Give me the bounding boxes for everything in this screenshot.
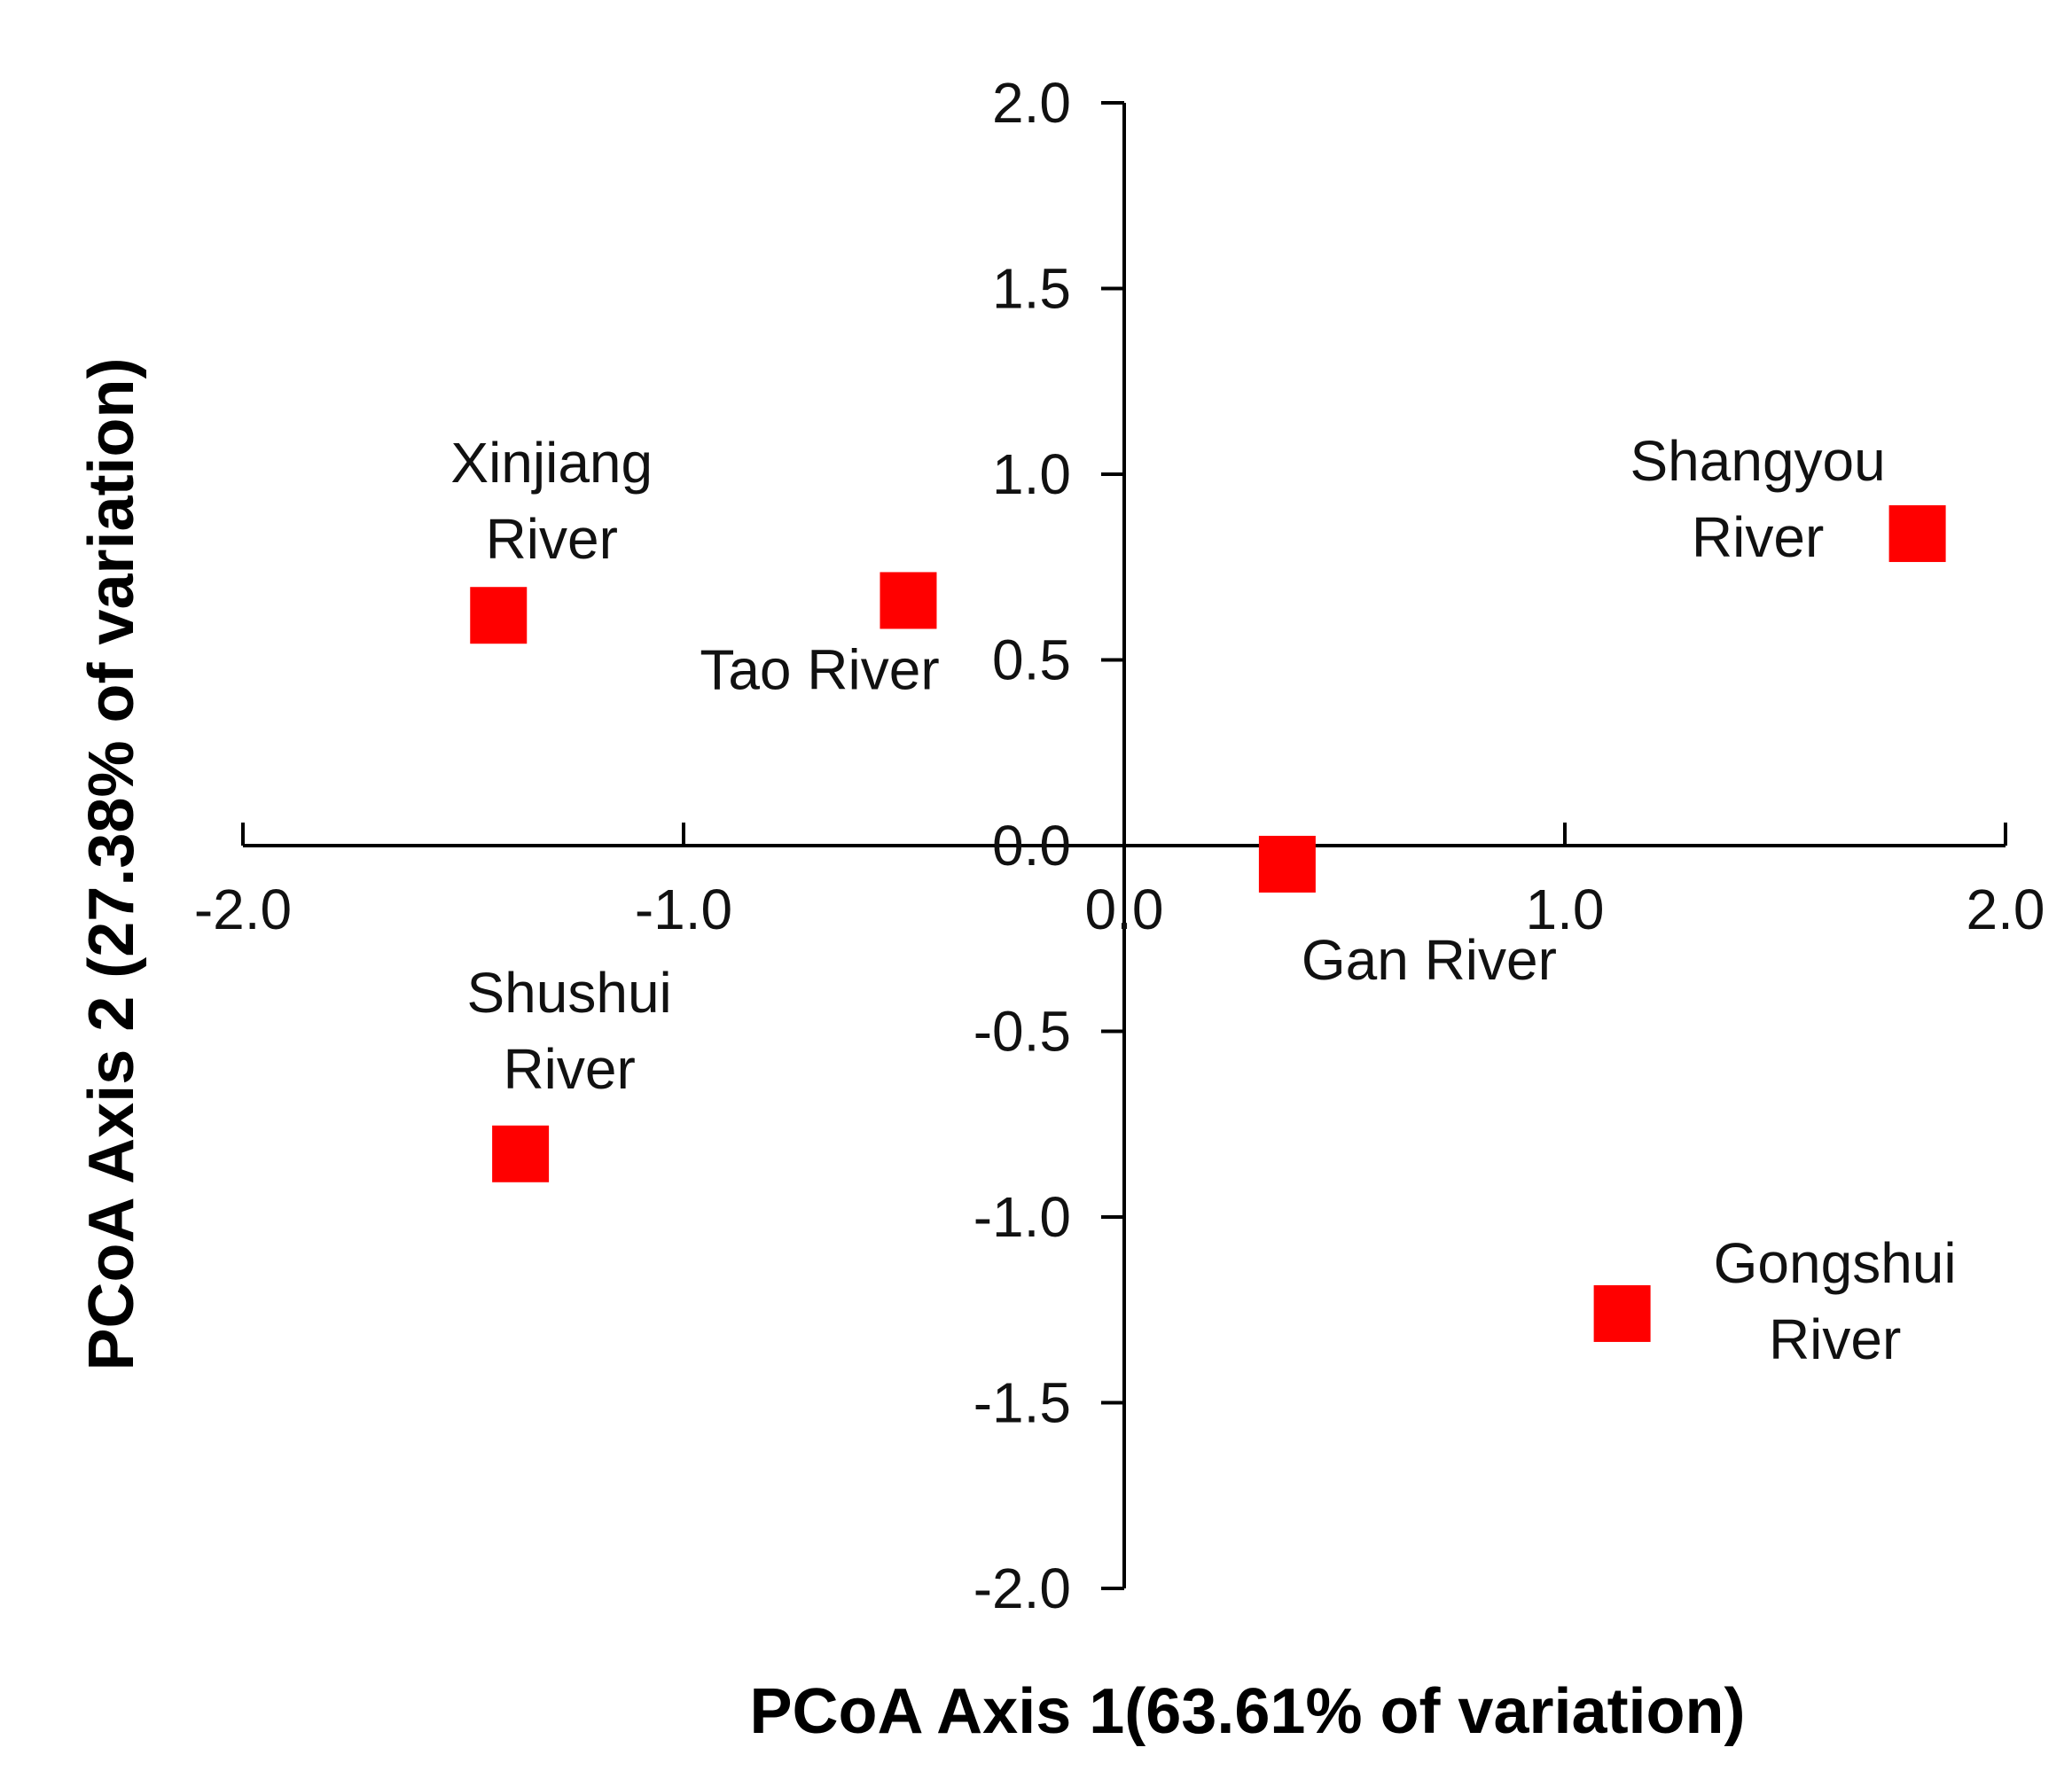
point-label-xinjiang-river: Xinjiang River: [450, 431, 653, 571]
point-label-line: Shushui: [466, 961, 671, 1025]
point-label-line: Xinjiang: [450, 431, 653, 495]
point-label-shangyou-river: Shangyou River: [1630, 429, 1885, 569]
data-points: [470, 505, 1946, 1342]
x-tick-label: 0.0: [1085, 878, 1164, 941]
point-marker-tao-river: [880, 572, 937, 629]
point-label-gan-river: Gan River: [1302, 928, 1557, 992]
point-marker-shushui-river: [492, 1125, 550, 1182]
point-label-shushui-river: Shushui River: [466, 961, 671, 1101]
x-tick-label: 1.0: [1526, 878, 1605, 941]
point-marker-gongshui-river: [1593, 1284, 1651, 1342]
y-tick-label: -1.0: [973, 1185, 1071, 1249]
point-marker-gan-river: [1258, 835, 1316, 893]
point-label-line: River: [486, 507, 618, 571]
point-labels: Xinjiang River Tao River Shangyou River Gan R…: [450, 429, 1956, 1371]
x-axis-ticks: -2.0 -1.0 0.0 1.0 2.0: [194, 823, 2045, 941]
y-tick-label: 0.0: [992, 814, 1071, 878]
x-tick-label: -1.0: [635, 878, 732, 941]
point-label-gongshui-river: Gongshui River: [1714, 1231, 1957, 1371]
y-tick-label: -1.5: [973, 1371, 1071, 1435]
point-label-line: River: [1769, 1307, 1901, 1371]
y-tick-label: 1.5: [992, 257, 1071, 321]
point-marker-shangyou-river: [1888, 505, 1946, 563]
y-axis-ticks: 2.0 1.5 1.0 0.5 0.0 -0.5 -1.0 -1.5 -2.0: [973, 71, 1124, 1620]
x-axis-title: PCoA Axis 1(63.61% of variation): [750, 1676, 1746, 1747]
y-tick-label: 0.5: [992, 628, 1071, 692]
point-label-line: River: [1692, 505, 1824, 569]
x-tick-label: -2.0: [194, 878, 292, 941]
y-tick-label: 2.0: [992, 71, 1071, 135]
point-label-line: River: [503, 1037, 635, 1101]
point-marker-xinjiang-river: [470, 587, 528, 644]
point-label-line: Gongshui: [1714, 1231, 1957, 1295]
y-tick-label: -0.5: [973, 1000, 1071, 1064]
point-label-tao-river: Tao River: [700, 637, 939, 701]
y-tick-label: -2.0: [973, 1556, 1071, 1620]
point-label-line: Gan River: [1302, 928, 1557, 992]
point-label-line: Tao River: [700, 637, 939, 701]
y-axis-title: PCoA Axis 2 (27.38% of variation): [76, 358, 147, 1371]
y-tick-label: 1.0: [992, 442, 1071, 506]
x-tick-label: 2.0: [1966, 878, 2045, 941]
point-label-line: Shangyou: [1630, 429, 1885, 493]
